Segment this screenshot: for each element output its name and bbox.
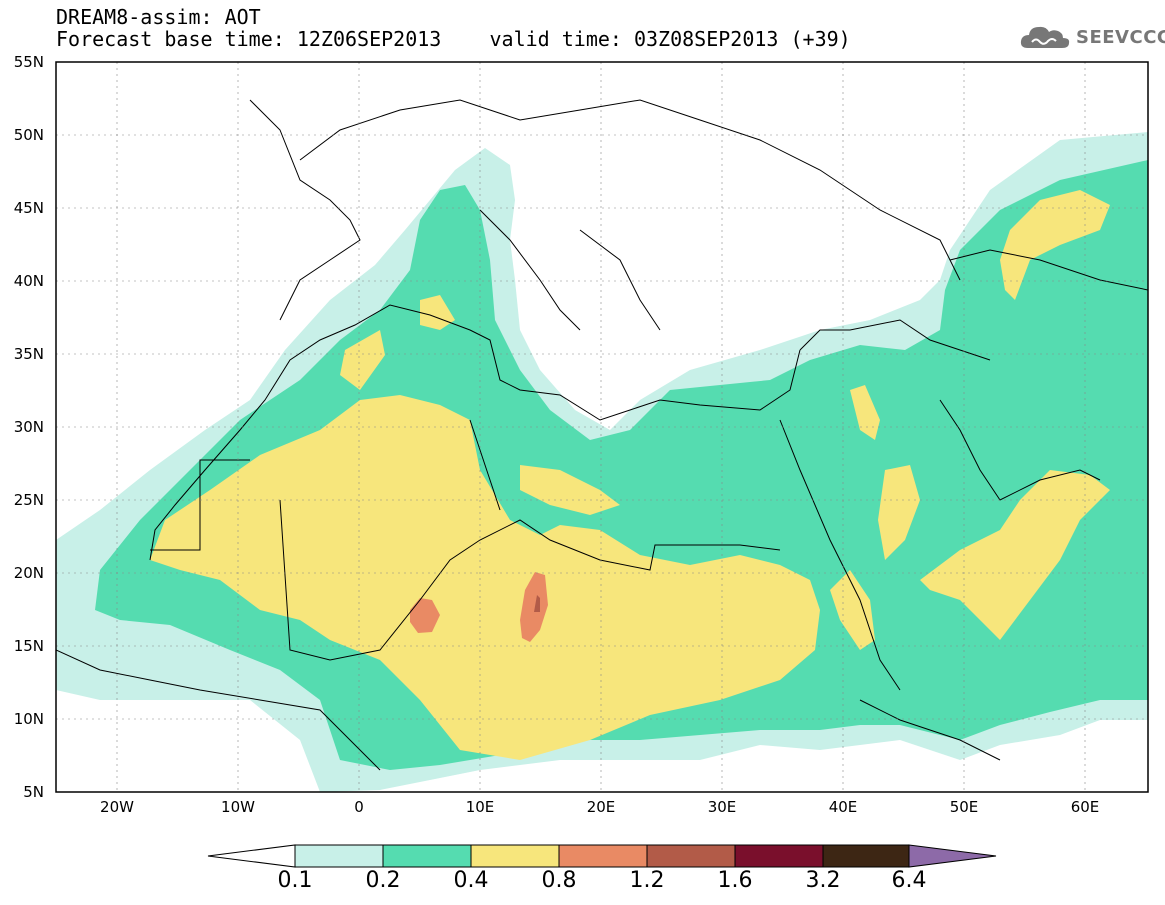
colorbar-swatch-7 [822, 844, 910, 868]
aot-band-1-2 [534, 595, 540, 612]
lat-label: 35N [13, 345, 44, 363]
colorbar-high-arrow [908, 844, 997, 868]
aot-band-0-4-north [340, 295, 620, 515]
colorbar [207, 844, 997, 868]
colorbar-low-arrow [207, 844, 296, 868]
lon-label: 10W [221, 798, 255, 816]
colorbar-label: 0.8 [541, 868, 577, 893]
colorbar-swatch-1 [294, 844, 384, 868]
lat-label: 40N [13, 272, 44, 290]
colorbar-label: 0.1 [277, 868, 313, 893]
lat-label: 45N [13, 199, 44, 217]
colorbar-swatch-6 [734, 844, 824, 868]
lon-label: 20W [100, 798, 134, 816]
logo-text: SEEVCCC [1076, 26, 1165, 48]
seevccc-logo: SEEVCCC [1018, 22, 1165, 52]
lon-label: 40E [828, 798, 858, 816]
aot-band-0-4 [150, 395, 820, 760]
base-time: Forecast base time: 12Z06SEP2013 [56, 27, 442, 51]
colorbar-label: 0.2 [365, 868, 401, 893]
lon-label: 10E [465, 798, 495, 816]
aot-band-0-8-b [520, 572, 548, 642]
colorbar-label: 1.6 [717, 868, 753, 893]
lat-label: 30N [13, 418, 44, 436]
colorbar-swatch-4 [558, 844, 648, 868]
lon-label: 60E [1070, 798, 1100, 816]
colorbar-swatch-2 [382, 844, 472, 868]
aot-band-0-8-a [410, 598, 440, 633]
graticule [56, 62, 1148, 792]
colorbar-label: 1.2 [629, 868, 665, 893]
cloud-icon [1020, 26, 1070, 48]
lon-label: 50E [949, 798, 979, 816]
lat-label: 55N [13, 53, 44, 71]
colorbar-label: 3.2 [805, 868, 841, 893]
lat-label: 15N [13, 637, 44, 655]
aot-band-0-4-red-sea [830, 385, 920, 650]
lat-label: 25N [13, 491, 44, 509]
lon-label: 0 [354, 798, 364, 816]
lat-label: 50N [13, 126, 44, 144]
map-border [55, 61, 1149, 793]
valid-time: valid time: 03Z08SEP2013 (+39) [489, 27, 851, 51]
colorbar-swatch-3 [470, 844, 560, 868]
lat-label: 20N [13, 564, 44, 582]
aot-band-0-4-arabia [920, 470, 1110, 640]
colorbar-swatch-5 [646, 844, 736, 868]
lon-label: 20E [586, 798, 616, 816]
lat-label: 10N [13, 710, 44, 728]
colorbar-label: 6.4 [891, 868, 927, 893]
map-title: DREAM8-assim: AOT [56, 5, 261, 29]
time-info: Forecast base time: 12Z06SEP2013 valid t… [56, 28, 851, 50]
lat-label: 5N [23, 783, 44, 801]
aot-band-0-4-caspian [1000, 190, 1110, 300]
colorbar-label: 0.4 [453, 868, 489, 893]
map-header: DREAM8-assim: AOT Forecast base time: 12… [56, 6, 851, 50]
lon-label: 30E [707, 798, 737, 816]
